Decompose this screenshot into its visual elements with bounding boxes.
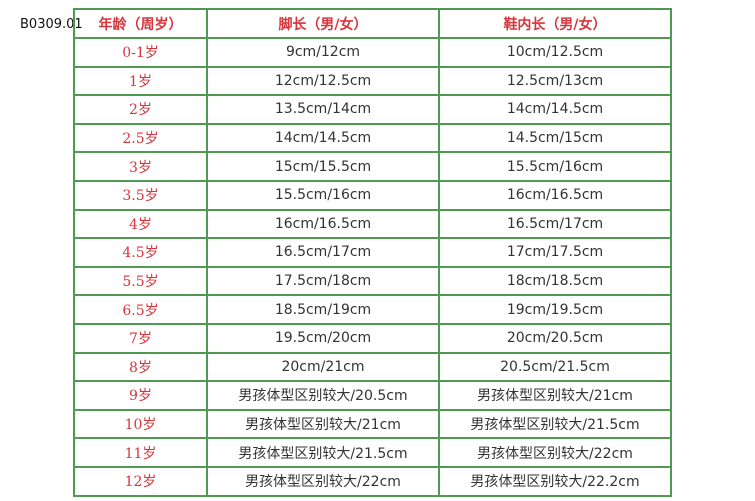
table-row: 0-1岁 9cm/12cm 10cm/12.5cm bbox=[73, 37, 672, 68]
table-row: 4.5岁 16.5cm/17cm 17cm/17.5cm bbox=[73, 237, 672, 268]
size-cell: 15.5cm/16cm bbox=[438, 151, 672, 182]
table-row: 7岁 19.5cm/20cm 20cm/20.5cm bbox=[73, 322, 672, 354]
age-cell: 0-1岁 bbox=[73, 37, 208, 68]
size-cell: 13.5cm/14cm bbox=[206, 94, 440, 125]
table-body: 0-1岁 9cm/12cm 10cm/12.5cm 1岁 12cm/12.5cm 12.5… bbox=[73, 37, 672, 497]
age-cell: 4.5岁 bbox=[73, 237, 208, 268]
size-cell: 15.5cm/16cm bbox=[206, 179, 440, 211]
size-cell: 男孩体型区别较大/22cm bbox=[206, 465, 440, 497]
size-cell: 男孩体型区别较大/21.5cm bbox=[206, 437, 440, 468]
size-cell: 17.5cm/18cm bbox=[206, 265, 440, 297]
size-cell: 20.5cm/21.5cm bbox=[438, 351, 672, 383]
age-cell: 2岁 bbox=[73, 94, 208, 125]
age-cell: 2.5岁 bbox=[73, 122, 208, 154]
table-row: 9岁 男孩体型区别较大/20.5cm 男孩体型区别较大/21cm bbox=[73, 380, 672, 411]
table-row: 2岁 13.5cm/14cm 14cm/14.5cm bbox=[73, 94, 672, 125]
age-cell: 9岁 bbox=[73, 380, 208, 411]
size-cell: 18cm/18.5cm bbox=[438, 265, 672, 297]
size-cell: 男孩体型区别较大/22cm bbox=[438, 437, 672, 468]
size-cell: 16cm/16.5cm bbox=[438, 179, 672, 211]
size-cell: 16cm/16.5cm bbox=[206, 208, 440, 240]
size-cell: 16.5cm/17cm bbox=[438, 208, 672, 240]
age-cell: 5.5岁 bbox=[73, 265, 208, 297]
age-cell: 12岁 bbox=[73, 465, 208, 497]
age-cell: 3岁 bbox=[73, 151, 208, 182]
size-cell: 男孩体型区别较大/20.5cm bbox=[206, 380, 440, 411]
age-cell: 11岁 bbox=[73, 437, 208, 468]
size-cell: 10cm/12.5cm bbox=[438, 37, 672, 68]
table-row: 4岁 16cm/16.5cm 16.5cm/17cm bbox=[73, 208, 672, 240]
size-table: 年龄（周岁） 脚长（男/女） 鞋内长（男/女） 0-1岁 9cm/12cm 10cm/1… bbox=[73, 8, 672, 497]
size-cell: 20cm/21cm bbox=[206, 351, 440, 383]
age-cell: 8岁 bbox=[73, 351, 208, 383]
table-row: 6.5岁 18.5cm/19cm 19cm/19.5cm bbox=[73, 294, 672, 325]
size-cell: 17cm/17.5cm bbox=[438, 237, 672, 268]
table-row: 12岁 男孩体型区别较大/22cm 男孩体型区别较大/22.2cm bbox=[73, 465, 672, 497]
header-cell: 年龄（周岁） bbox=[73, 8, 208, 39]
size-cell: 12cm/12.5cm bbox=[206, 65, 440, 97]
size-cell: 男孩体型区别较大/21cm bbox=[206, 408, 440, 440]
size-cell: 18.5cm/19cm bbox=[206, 294, 440, 325]
size-cell: 12.5cm/13cm bbox=[438, 65, 672, 97]
age-cell: 6.5岁 bbox=[73, 294, 208, 325]
size-cell: 16.5cm/17cm bbox=[206, 237, 440, 268]
table-row: 2.5岁 14cm/14.5cm 14.5cm/15cm bbox=[73, 122, 672, 154]
table-row: 10岁 男孩体型区别较大/21cm 男孩体型区别较大/21.5cm bbox=[73, 408, 672, 440]
header-cell: 鞋内长（男/女） bbox=[438, 8, 672, 39]
table-row: 3岁 15cm/15.5cm 15.5cm/16cm bbox=[73, 151, 672, 182]
table-row: 1岁 12cm/12.5cm 12.5cm/13cm bbox=[73, 65, 672, 97]
size-cell: 20cm/20.5cm bbox=[438, 322, 672, 354]
size-cell: 15cm/15.5cm bbox=[206, 151, 440, 182]
product-code: B0309.01 bbox=[20, 17, 83, 32]
size-cell: 14cm/14.5cm bbox=[438, 94, 672, 125]
age-cell: 7岁 bbox=[73, 322, 208, 354]
size-cell: 男孩体型区别较大/22.2cm bbox=[438, 465, 672, 497]
size-cell: 男孩体型区别较大/21.5cm bbox=[438, 408, 672, 440]
size-cell: 男孩体型区别较大/21cm bbox=[438, 380, 672, 411]
age-cell: 4岁 bbox=[73, 208, 208, 240]
table-row: 11岁 男孩体型区别较大/21.5cm 男孩体型区别较大/22cm bbox=[73, 437, 672, 468]
age-cell: 10岁 bbox=[73, 408, 208, 440]
header-row: 年龄（周岁） 脚长（男/女） 鞋内长（男/女） bbox=[73, 8, 672, 39]
size-cell: 14.5cm/15cm bbox=[438, 122, 672, 154]
size-cell: 9cm/12cm bbox=[206, 37, 440, 68]
header-cell: 脚长（男/女） bbox=[206, 8, 440, 39]
age-cell: 1岁 bbox=[73, 65, 208, 97]
table-row: 5.5岁 17.5cm/18cm 18cm/18.5cm bbox=[73, 265, 672, 297]
size-cell: 19cm/19.5cm bbox=[438, 294, 672, 325]
age-cell: 3.5岁 bbox=[73, 179, 208, 211]
table-row: 3.5岁 15.5cm/16cm 16cm/16.5cm bbox=[73, 179, 672, 211]
size-cell: 14cm/14.5cm bbox=[206, 122, 440, 154]
table-row: 8岁 20cm/21cm 20.5cm/21.5cm bbox=[73, 351, 672, 383]
size-cell: 19.5cm/20cm bbox=[206, 322, 440, 354]
